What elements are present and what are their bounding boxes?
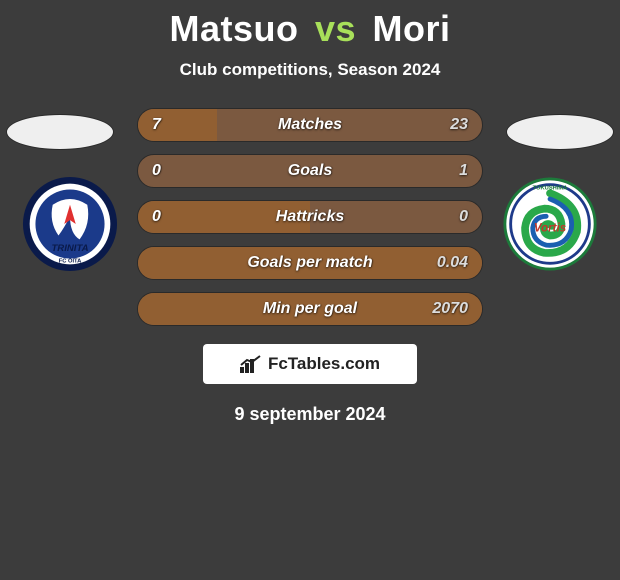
stat-value-left: 0 bbox=[152, 162, 161, 180]
subtitle: Club competitions, Season 2024 bbox=[0, 60, 620, 80]
stat-bar: Hattricks 0 0 bbox=[137, 200, 483, 234]
stat-bar: Matches 7 23 bbox=[137, 108, 483, 142]
stat-bar-fill bbox=[138, 109, 217, 141]
player2-name: Mori bbox=[373, 8, 451, 49]
stat-bar: Min per goal 2070 bbox=[137, 292, 483, 326]
title-vs: vs bbox=[315, 8, 356, 49]
stat-value-right: 0.04 bbox=[437, 254, 468, 272]
crest-right-bottom: Vortis bbox=[534, 223, 567, 235]
crest-left-text: TRINITA bbox=[51, 243, 88, 254]
comparison-title: Matsuo vs Mori bbox=[0, 0, 620, 50]
footer-date: 9 september 2024 bbox=[0, 404, 620, 425]
brand-badge: FcTables.com bbox=[203, 344, 417, 384]
club-crest-left: TRINITA FC OITA bbox=[22, 176, 118, 272]
player2-oval bbox=[506, 114, 614, 150]
club-crest-right: TOKUSHIMA Vortis bbox=[502, 176, 598, 272]
player1-oval bbox=[6, 114, 114, 150]
chart-icon bbox=[240, 355, 262, 373]
stat-value-right: 2070 bbox=[432, 300, 468, 318]
player1-name: Matsuo bbox=[169, 8, 298, 49]
content-area: TRINITA FC OITA TOKUSHIMA Vortis Matches… bbox=[0, 108, 620, 425]
stat-bar: Goals per match 0.04 bbox=[137, 246, 483, 280]
stat-label: Goals per match bbox=[247, 254, 372, 272]
stat-bar: Goals 0 1 bbox=[137, 154, 483, 188]
stat-value-left: 7 bbox=[152, 116, 161, 134]
crest-right-top: TOKUSHIMA bbox=[533, 185, 568, 191]
stat-label: Goals bbox=[288, 162, 332, 180]
stat-value-right: 23 bbox=[450, 116, 468, 134]
stat-value-right: 0 bbox=[459, 208, 468, 226]
stat-value-left: 0 bbox=[152, 208, 161, 226]
stat-label: Hattricks bbox=[276, 208, 344, 226]
stat-value-right: 1 bbox=[459, 162, 468, 180]
stat-label: Min per goal bbox=[263, 300, 357, 318]
crest-left-bottom: FC OITA bbox=[59, 258, 82, 264]
brand-text: FcTables.com bbox=[268, 354, 380, 374]
stat-label: Matches bbox=[278, 116, 342, 134]
stat-bars: Matches 7 23 Goals 0 1 Hattricks 0 0 Goals per ma… bbox=[137, 108, 483, 326]
